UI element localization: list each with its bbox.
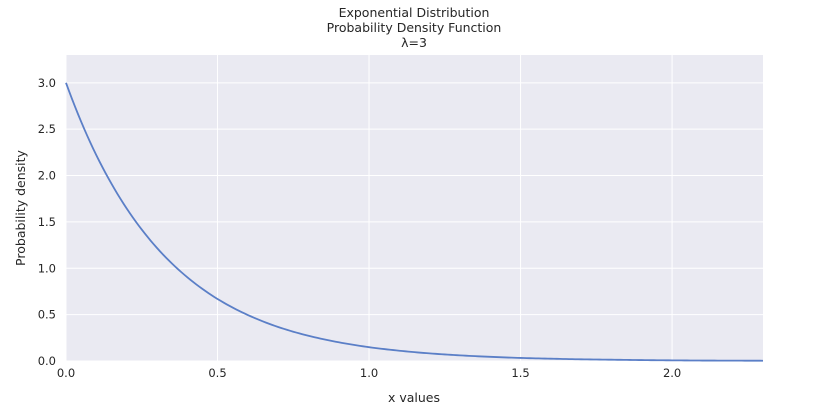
series-layer [65,82,764,362]
y-axis-label: Probability density [13,149,28,265]
chart-title-line-1: Exponential Distribution [339,5,490,20]
y-axis-ticks: 0.0 0.5 1.0 1.5 2.0 2.5 3.0 [38,76,56,368]
x-tick-label: 0.0 [57,366,75,380]
chart-title-line-2: Probability Density Function [327,20,502,35]
y-tick-label: 3.0 [38,76,56,90]
grid-lines [65,55,763,362]
y-tick-label: 2.5 [38,122,56,136]
chart-title-line-3: λ=3 [401,35,427,50]
pdf-line [65,82,764,362]
y-tick-label: 2.0 [38,169,56,183]
x-axis-ticks: 0.0 0.5 1.0 1.5 2.0 [57,366,681,380]
chart-title: Exponential Distribution Probability Den… [327,5,502,50]
y-tick-label: 1.0 [38,261,56,275]
x-axis-label: x values [388,390,440,405]
plot-area [66,55,763,361]
y-tick-label: 1.5 [38,215,56,229]
x-tick-label: 2.0 [663,366,681,380]
y-tick-label: 0.5 [38,308,56,322]
x-tick-label: 1.0 [360,366,378,380]
x-tick-label: 1.5 [511,366,529,380]
y-tick-label: 0.0 [38,354,56,368]
x-tick-label: 0.5 [208,366,226,380]
